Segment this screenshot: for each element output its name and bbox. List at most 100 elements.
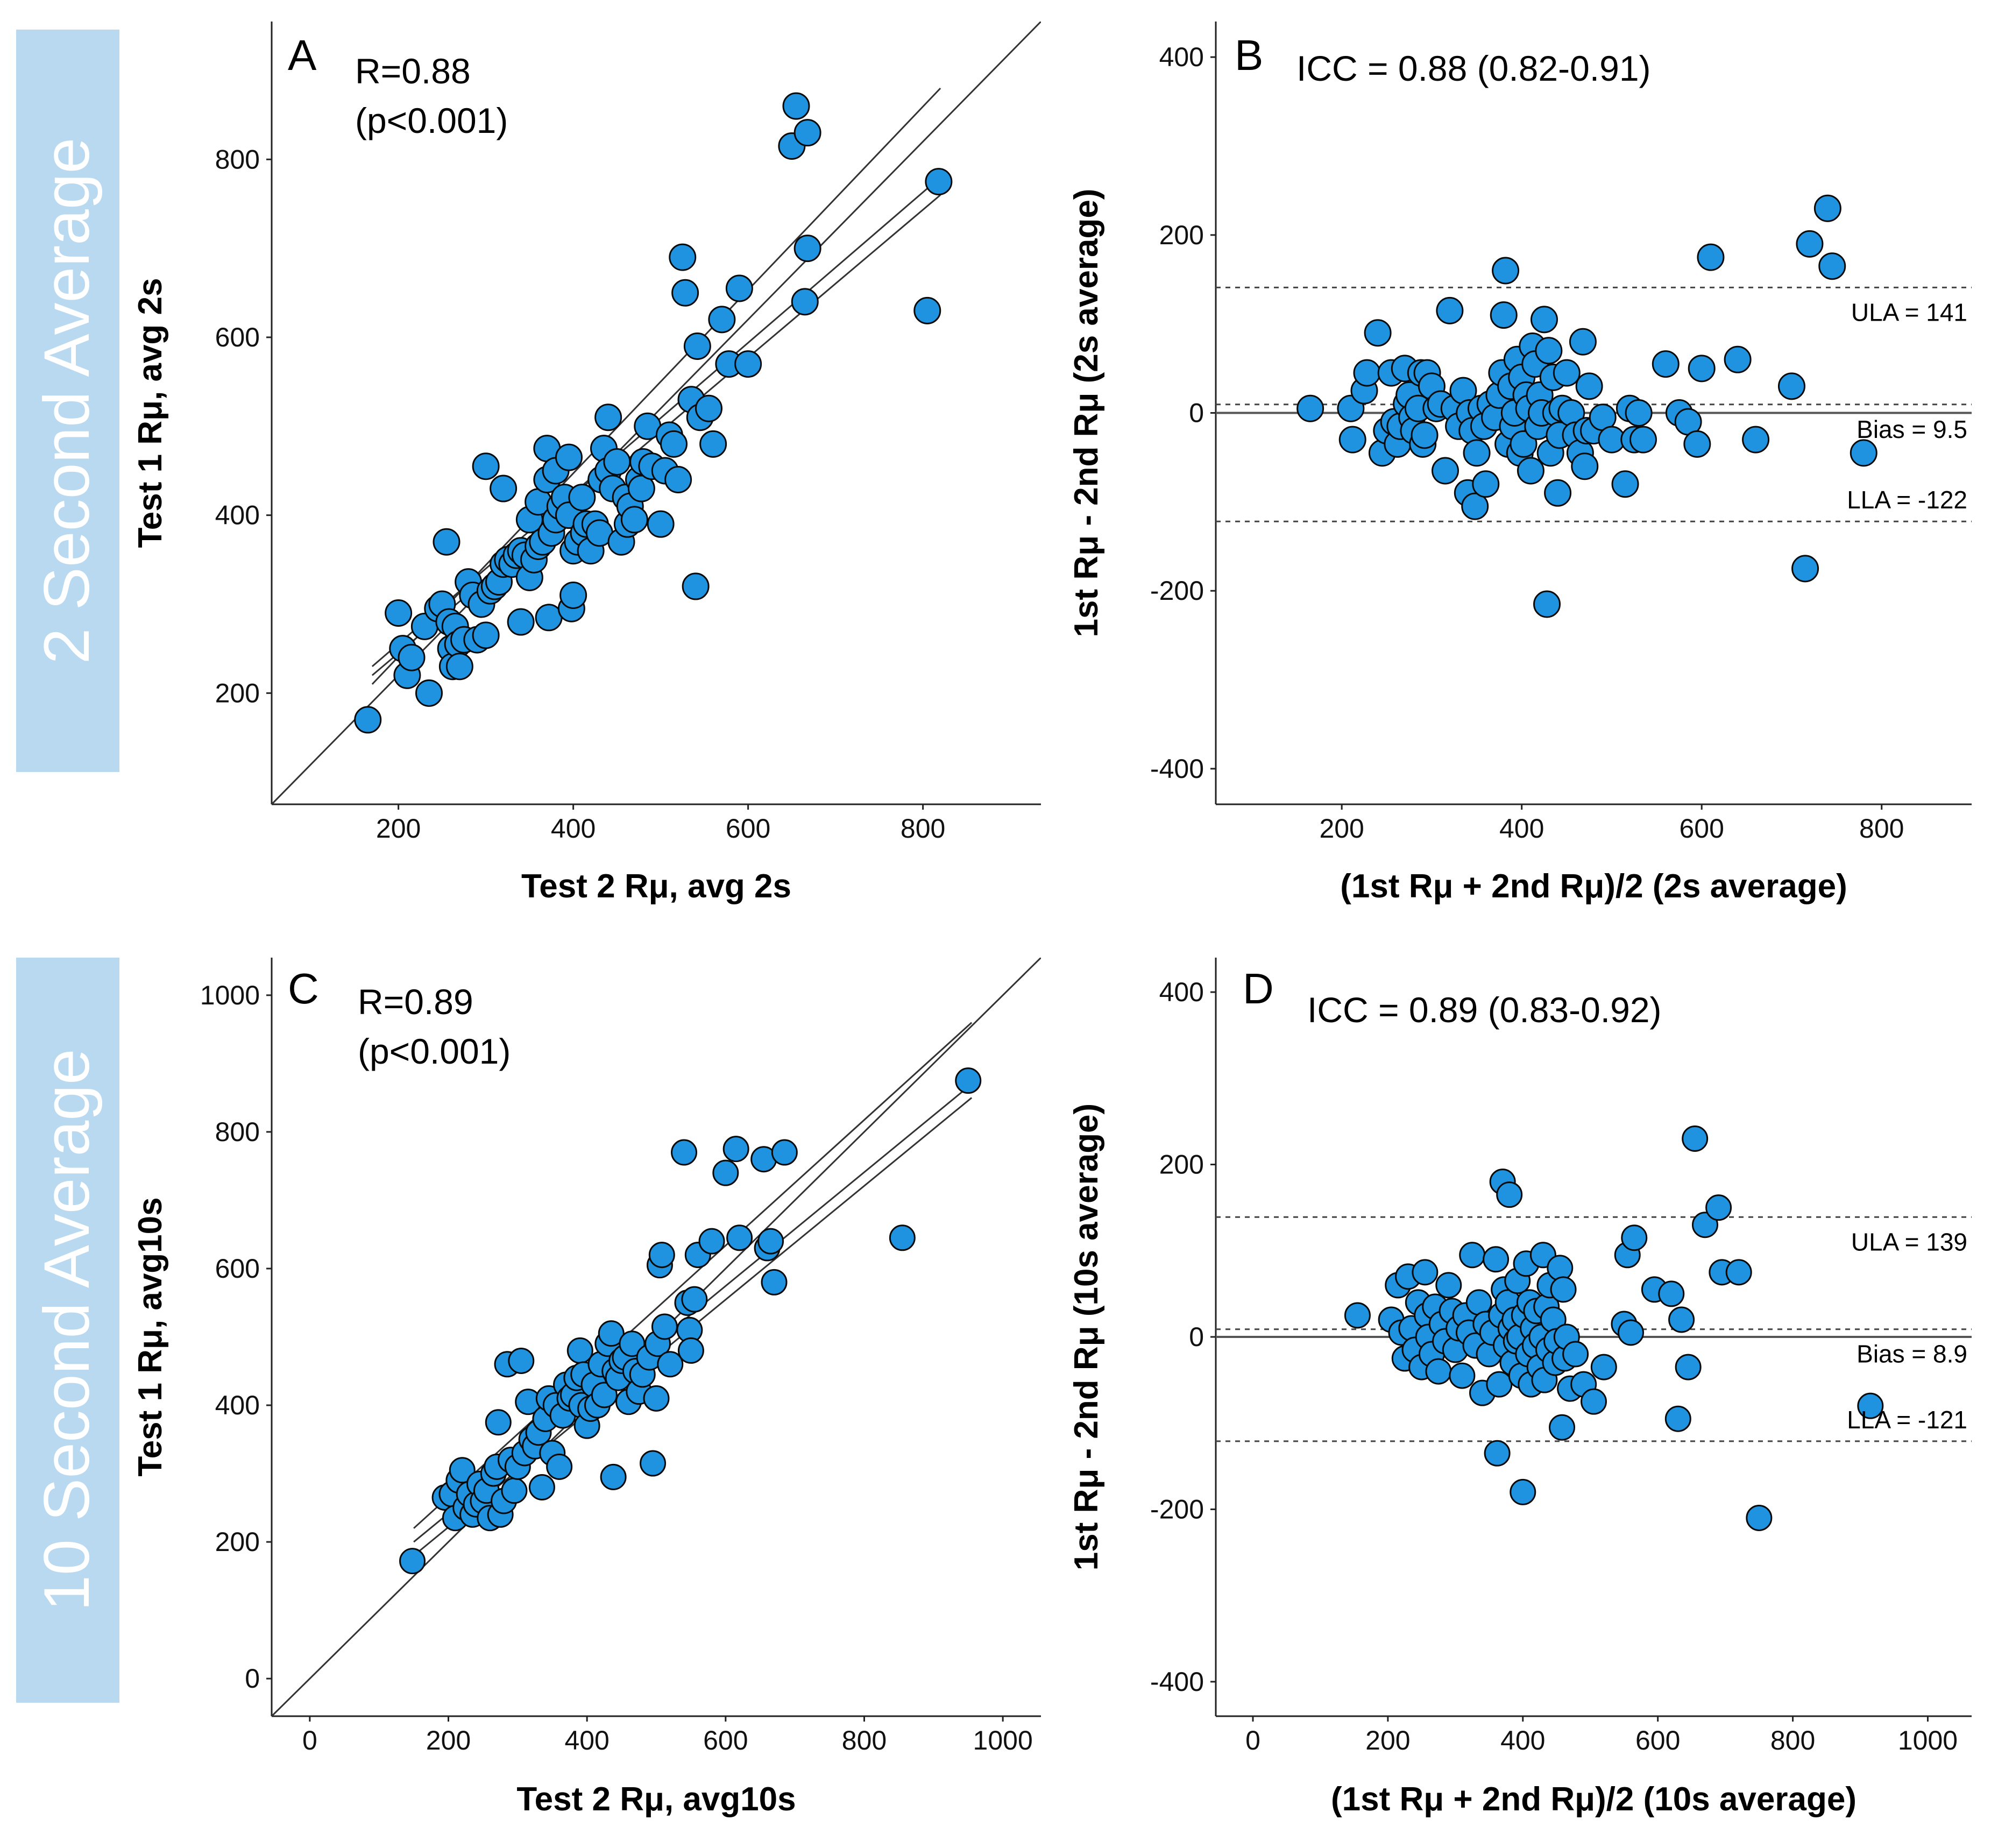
- chart-a-data-point: [627, 475, 655, 502]
- chart-b-x-tick-label: 800: [1859, 813, 1904, 844]
- chart-b-data-point: [1492, 257, 1520, 285]
- chart-a-data-point: [385, 599, 413, 627]
- chart-d-data-point: [1425, 1358, 1452, 1385]
- chart-a-data-point: [791, 288, 819, 316]
- chart-b-data-point: [1353, 359, 1381, 387]
- chart-b-ula-label: ULA = 141: [1851, 298, 1967, 326]
- chart-a-data-point: [472, 452, 500, 480]
- chart-d-data-point: [1484, 1440, 1511, 1467]
- chart-c-data-point: [712, 1159, 739, 1186]
- chart-b-data-point: [1724, 345, 1752, 373]
- chart-a-data-point: [699, 430, 727, 458]
- panel-d: 0 200 400 600 800 1000 -400 -200 0 200 400 (1st Rμ …: [1068, 958, 1972, 1818]
- band-2s-label: 2 Second Average: [31, 138, 103, 664]
- chart-c-data-point: [671, 1139, 698, 1166]
- chart-b-data-point: [1813, 194, 1841, 222]
- chart-d-data-point: [1496, 1181, 1523, 1208]
- chart-c-data-point: [643, 1385, 670, 1412]
- chart-a-data-point: [445, 653, 473, 681]
- chart-c-data-point: [757, 1228, 784, 1255]
- chart-a-data-point: [725, 274, 753, 302]
- chart-a-data-point: [594, 403, 622, 431]
- chart-a-data-point: [472, 621, 500, 649]
- chart-c-x-tick-label: 0: [302, 1725, 317, 1755]
- chart-b-data-point: [1777, 372, 1805, 400]
- chart-a-data-point: [708, 306, 736, 334]
- chart-d-data-point: [1675, 1354, 1702, 1380]
- chart-d-data-point: [1486, 1371, 1513, 1398]
- chart-c-y-tick-label: 800: [215, 1117, 260, 1147]
- chart-a-fit-line: [371, 87, 941, 685]
- chart-c-data-point: [591, 1382, 618, 1408]
- chart-b-data-point: [1611, 470, 1639, 498]
- chart-b-bias-label: Bias = 9.5: [1857, 415, 1967, 443]
- chart-a-data-point: [913, 296, 941, 324]
- chart-d-data-point: [1691, 1212, 1718, 1238]
- chart-b-data-point: [1571, 452, 1599, 480]
- chart-b-data-point: [1296, 394, 1324, 422]
- chart-c-stat-line2: (p<0.001): [358, 1031, 511, 1071]
- chart-a-stat-line1: R=0.88: [355, 51, 471, 91]
- chart-a-data-point: [683, 332, 711, 360]
- chart-c-x-tick-label: 600: [703, 1725, 748, 1755]
- chart-a-data-point: [682, 572, 710, 600]
- chart-d-data-point: [1705, 1194, 1732, 1221]
- chart-b-data-point: [1742, 426, 1770, 454]
- chart-c-x-tick-label: 800: [842, 1725, 887, 1755]
- chart-d-data-point: [1412, 1259, 1439, 1286]
- chart-d-y-tick-label: 400: [1159, 977, 1204, 1007]
- chart-b-data-point: [1463, 439, 1491, 467]
- chart-a-plot-area: [272, 22, 1041, 804]
- chart-d-stat-line1: ICC = 0.89 (0.83-0.92): [1307, 990, 1662, 1030]
- chart-a-data-point: [415, 679, 443, 707]
- chart-d-data-point: [1550, 1276, 1577, 1303]
- chart-b-stat-line1: ICC = 0.88 (0.82-0.91): [1296, 48, 1651, 88]
- chart-d-data-point: [1547, 1255, 1574, 1281]
- chart-b-data-point: [1850, 439, 1877, 467]
- chart-a-stat-line2: (p<0.001): [355, 101, 508, 140]
- chart-b-data-point: [1688, 355, 1716, 383]
- chart-c-x-tick-label: 400: [564, 1725, 609, 1755]
- chart-d-data-point: [1562, 1341, 1589, 1368]
- chart-d-data-point: [1617, 1319, 1644, 1346]
- band-10s-label: 10 Second Average: [31, 1049, 103, 1611]
- chart-a-data-point: [647, 510, 675, 538]
- chart-b-data-point: [1411, 421, 1439, 449]
- chart-c-data-point: [761, 1269, 788, 1295]
- chart-d-y-tick-label: -400: [1150, 1667, 1204, 1697]
- chart-d-data-point: [1682, 1125, 1709, 1152]
- chart-a-x-tick-label: 200: [376, 813, 421, 844]
- chart-d-x-tick-label: 400: [1500, 1725, 1545, 1755]
- chart-d-data-point: [1581, 1388, 1607, 1415]
- chart-b-x-tick-label: 400: [1499, 813, 1544, 844]
- chart-a-data-point: [433, 528, 460, 556]
- chart-a-data-point: [734, 350, 762, 378]
- chart-b-data-point: [1364, 319, 1392, 347]
- chart-b-data-point: [1531, 306, 1558, 334]
- chart-d-data-point: [1857, 1392, 1884, 1419]
- chart-c-data-point: [677, 1337, 704, 1364]
- chart-c-data-point: [640, 1450, 667, 1477]
- chart-b-y-tick-label: -200: [1150, 576, 1204, 606]
- chart-a-data-point: [671, 279, 699, 307]
- chart-b-data-point: [1432, 457, 1459, 485]
- chart-c-data-point: [399, 1548, 426, 1575]
- chart-c-fit-line: [413, 1022, 973, 1529]
- chart-c-data-point: [651, 1313, 678, 1340]
- chart-c-y-tick-label: 400: [215, 1390, 260, 1420]
- chart-a-data-point: [925, 168, 953, 196]
- chart-b-data-point: [1461, 492, 1489, 520]
- chart-d-data-point: [1664, 1405, 1691, 1432]
- chart-c-data-point: [600, 1463, 627, 1490]
- chart-a-y-tick-label: 400: [215, 500, 260, 530]
- chart-a-data-point: [555, 443, 583, 471]
- panel-b: 200 400 600 800 -400 -200 0 200 400 (1st Rμ + 2nd…: [1068, 22, 1972, 905]
- chart-b-data-point: [1535, 337, 1563, 365]
- chart-a-y-tick-label: 800: [215, 144, 260, 174]
- chart-a-data-point: [695, 394, 722, 422]
- chart-b-y-axis-label: 1st Rμ - 2nd Rμ (2s average): [1068, 189, 1105, 638]
- chart-b-lla-label: LLA = -122: [1847, 486, 1967, 514]
- chart-c-x-axis-label: Test 2 Rμ, avg10s: [516, 1781, 796, 1818]
- chart-a-x-tick-label: 600: [726, 813, 770, 844]
